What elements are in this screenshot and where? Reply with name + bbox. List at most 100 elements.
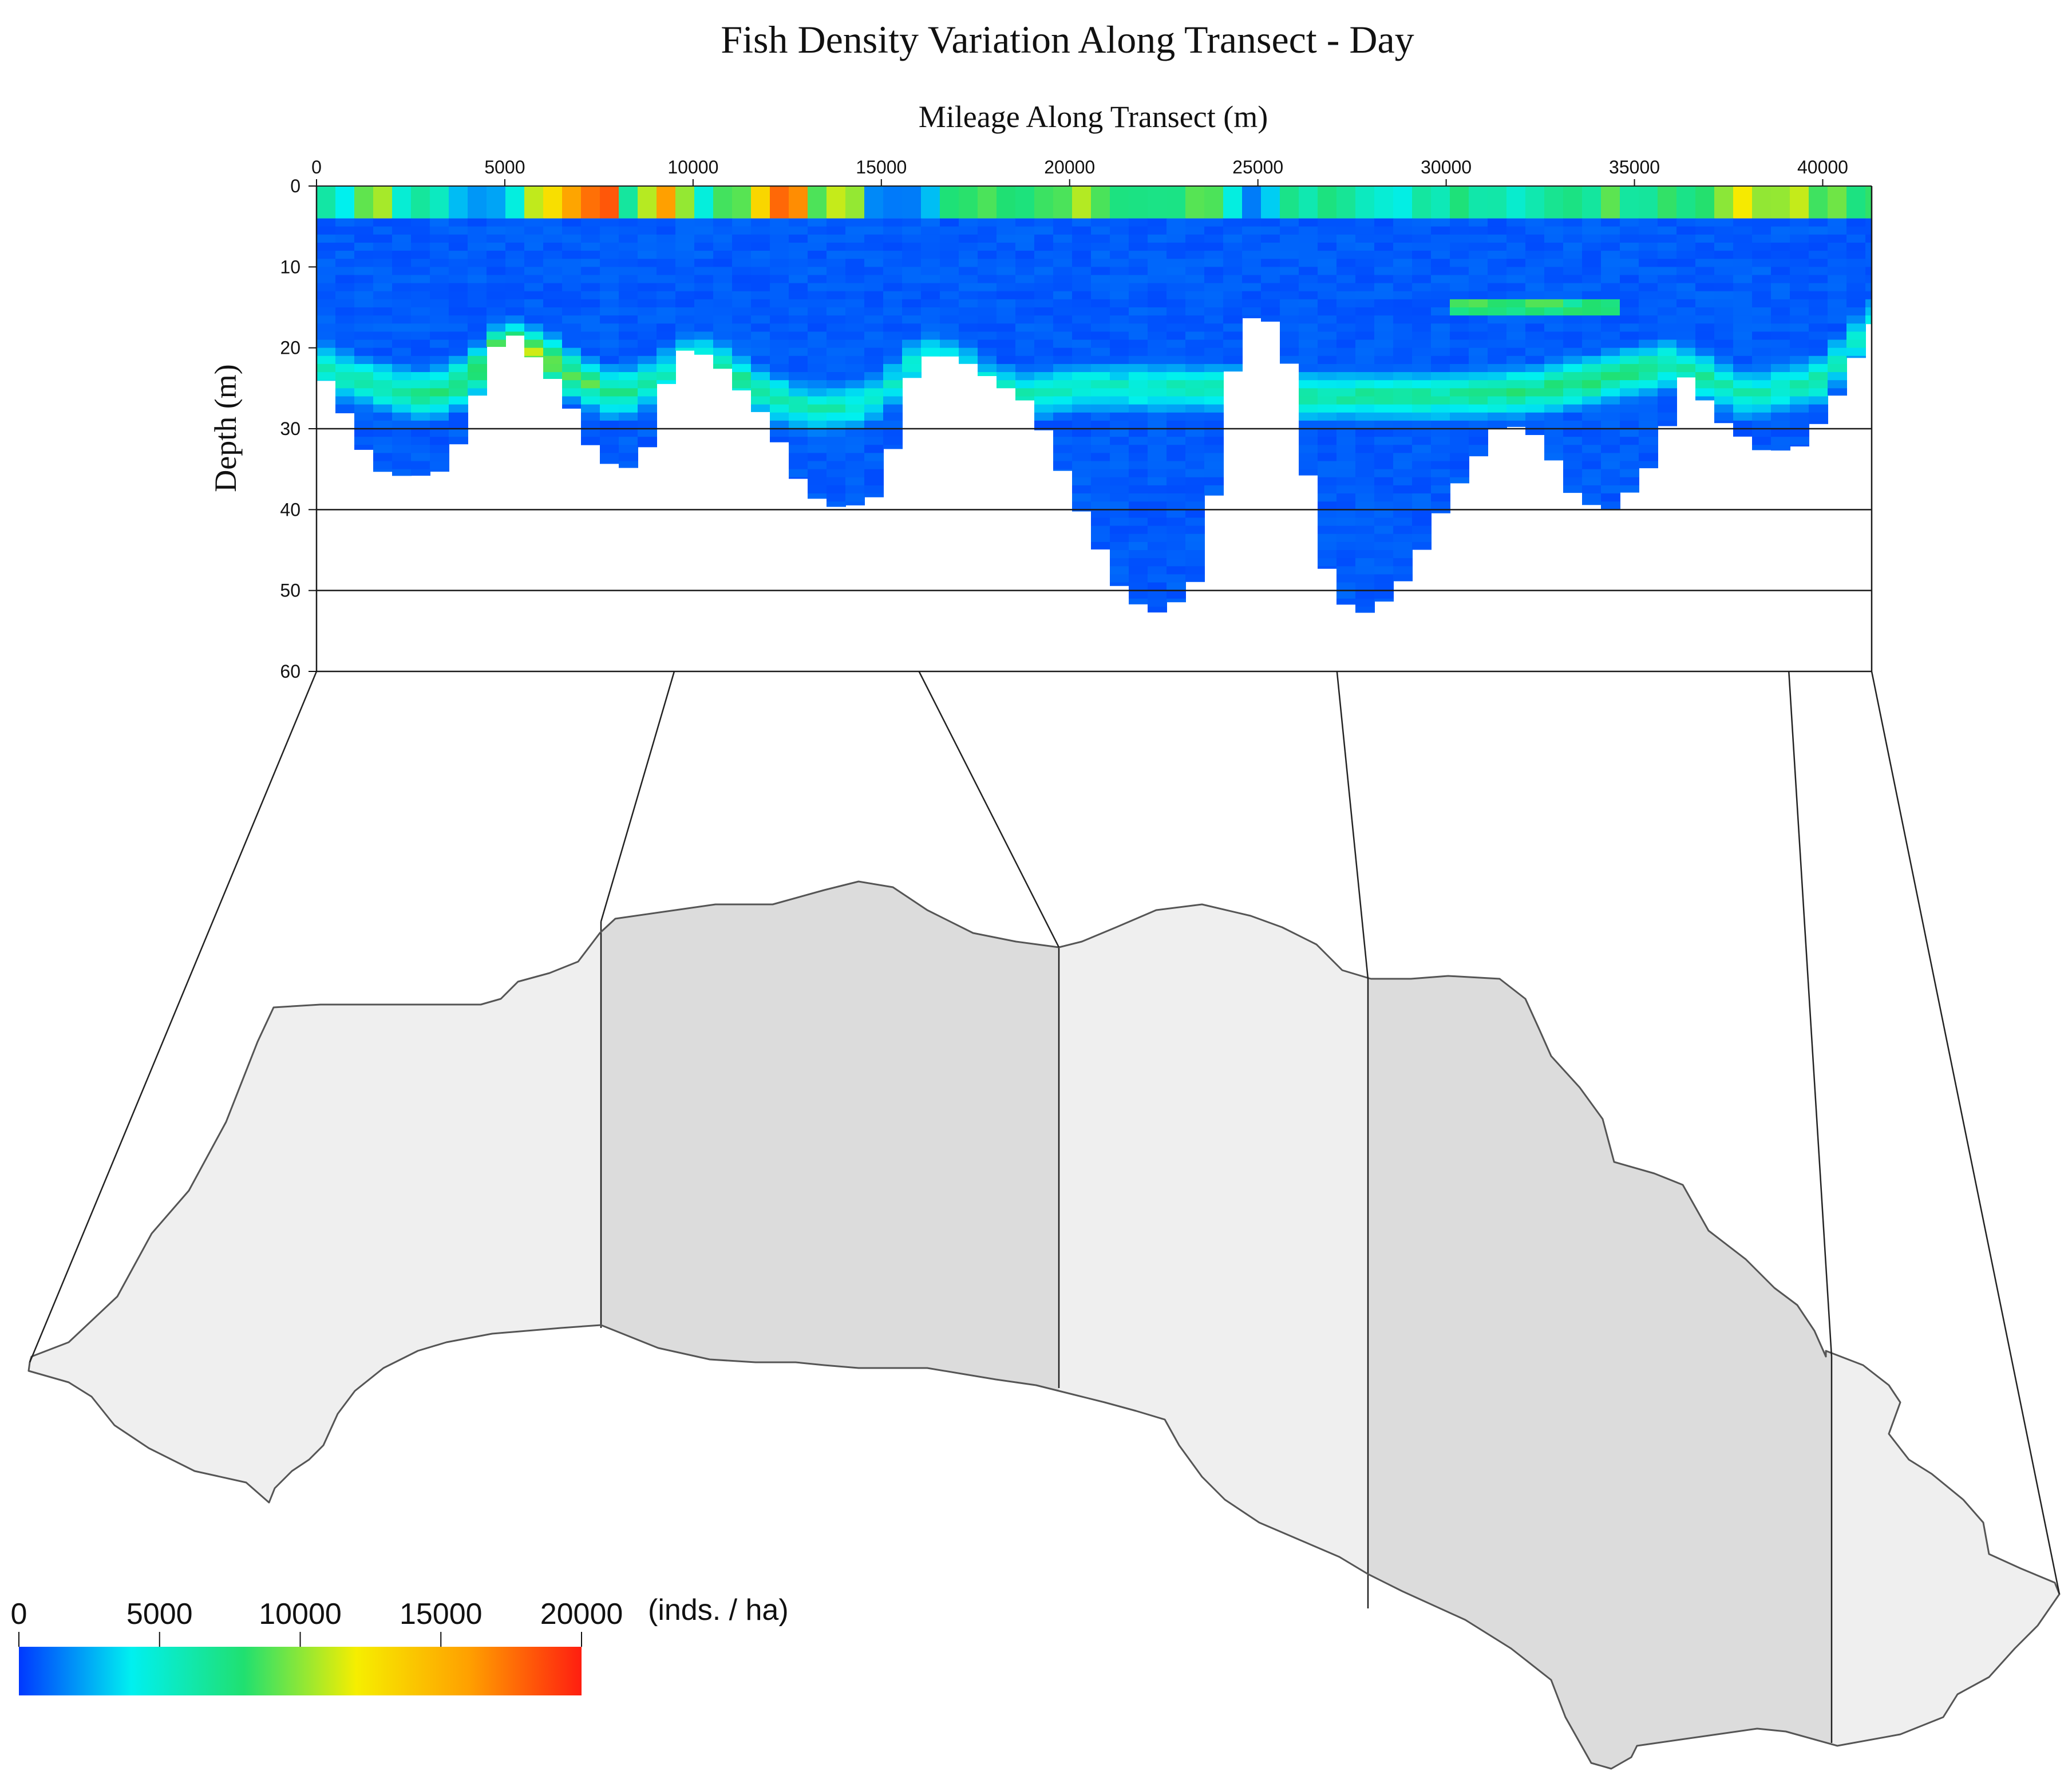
echogram-cell: [619, 242, 638, 252]
echogram-cell: [940, 226, 959, 235]
echogram-cell: [1771, 291, 1790, 300]
echogram-cell: [1393, 275, 1413, 284]
echogram-cell: [335, 275, 355, 284]
echogram-cell: [1601, 404, 1620, 413]
echogram-cell: [789, 388, 808, 397]
echogram-cell: [600, 420, 619, 429]
echogram-cell: [411, 355, 430, 365]
echogram-cell: [638, 445, 657, 448]
echogram-cell: [1053, 331, 1073, 341]
echogram-cell: [1374, 355, 1394, 365]
echogram-cell: [317, 372, 336, 381]
echogram-cell: [1525, 283, 1545, 292]
echogram-cell: [562, 291, 582, 300]
echogram-cell: [1223, 299, 1243, 308]
surface-strip-cell: [1431, 186, 1450, 219]
echogram-cell: [1280, 275, 1299, 284]
echogram-cell: [1865, 242, 1872, 252]
echogram-cell: [1299, 307, 1318, 317]
echogram-cell: [1714, 267, 1734, 276]
surface-strip-cell: [1676, 186, 1696, 219]
echogram-cell: [505, 275, 525, 284]
echogram-cell: [1091, 412, 1110, 421]
echogram-cell: [1676, 226, 1696, 235]
echogram-cell: [1601, 226, 1620, 235]
echogram-cell: [657, 363, 676, 373]
echogram-cell: [997, 380, 1016, 389]
echogram-cell: [468, 331, 487, 341]
echogram-cell: [1658, 234, 1677, 243]
echogram-cell: [845, 429, 865, 438]
echogram-cell: [751, 396, 770, 405]
echogram-cell: [430, 218, 449, 227]
echogram-cell: [1488, 251, 1507, 260]
echogram-cell: [1809, 412, 1828, 421]
echogram-cell: [1015, 242, 1035, 252]
echogram-cell: [1336, 509, 1356, 519]
echogram-cell: [883, 388, 903, 397]
echogram-cell: [1204, 477, 1224, 486]
echogram-cell: [373, 347, 393, 357]
echogram-cell: [1393, 226, 1413, 235]
echogram-cell: [505, 331, 525, 336]
echogram-cell: [1204, 299, 1224, 308]
echogram-cell: [1809, 339, 1828, 349]
echogram-cell: [1091, 267, 1110, 276]
echogram-cell: [864, 267, 884, 276]
echogram-cell: [1072, 323, 1092, 333]
echogram-cell: [1148, 323, 1167, 333]
echogram-cell: [1771, 299, 1790, 308]
echogram-cell: [883, 259, 903, 268]
echogram-cell: [1393, 469, 1413, 478]
echogram-cell: [1355, 323, 1375, 333]
echogram-cell: [789, 267, 808, 276]
echogram-cell: [449, 226, 468, 235]
echogram-cell: [638, 412, 657, 421]
echogram-cell: [808, 485, 827, 495]
echogram-cell: [1601, 412, 1620, 421]
echogram-cell: [317, 267, 336, 276]
echogram-cell: [1393, 323, 1413, 333]
echogram-cell: [1091, 275, 1110, 284]
surface-strip-cell: [1544, 186, 1564, 219]
echogram-cell: [1148, 566, 1167, 575]
echogram-cell: [1809, 372, 1828, 381]
echogram-cell: [1393, 420, 1413, 429]
echogram-cell: [845, 323, 865, 333]
echogram-cell: [524, 283, 544, 292]
echogram-cell: [1639, 420, 1658, 429]
surface-strip-cell: [1620, 186, 1639, 219]
echogram-cell: [1733, 259, 1753, 268]
echogram-cell: [1790, 355, 1809, 365]
echogram-cell: [1676, 299, 1696, 308]
echogram-cell: [373, 331, 393, 341]
echogram-cell: [883, 299, 903, 308]
echogram-cell: [845, 226, 865, 235]
echogram-cell: [619, 461, 638, 468]
echogram-cell: [732, 234, 752, 243]
echogram-cell: [1525, 307, 1545, 317]
echogram-cell: [751, 226, 770, 235]
echogram-cell: [1431, 323, 1450, 333]
echogram-cell: [638, 251, 657, 260]
echogram-cell: [1204, 469, 1224, 478]
echogram-cell: [713, 363, 733, 369]
echogram-cell: [1469, 420, 1488, 429]
echogram-cell: [1733, 363, 1753, 373]
echogram-cell: [1034, 420, 1054, 429]
echogram-cell: [524, 259, 544, 268]
echogram-cell: [1865, 267, 1872, 276]
echogram-cell: [1167, 477, 1186, 486]
echogram-cell: [1506, 388, 1526, 397]
echogram-cell: [619, 315, 638, 325]
echogram-cell: [1450, 315, 1469, 325]
echogram-cell: [1525, 218, 1545, 227]
echogram-cell: [959, 234, 978, 243]
echogram-cell: [902, 242, 922, 252]
echogram-cell: [770, 291, 789, 300]
echogram-cell: [1658, 299, 1677, 308]
echogram-cell: [1072, 299, 1092, 308]
echogram-cell: [1506, 307, 1526, 317]
echogram-cell: [751, 388, 770, 397]
echogram-cell: [997, 251, 1016, 260]
